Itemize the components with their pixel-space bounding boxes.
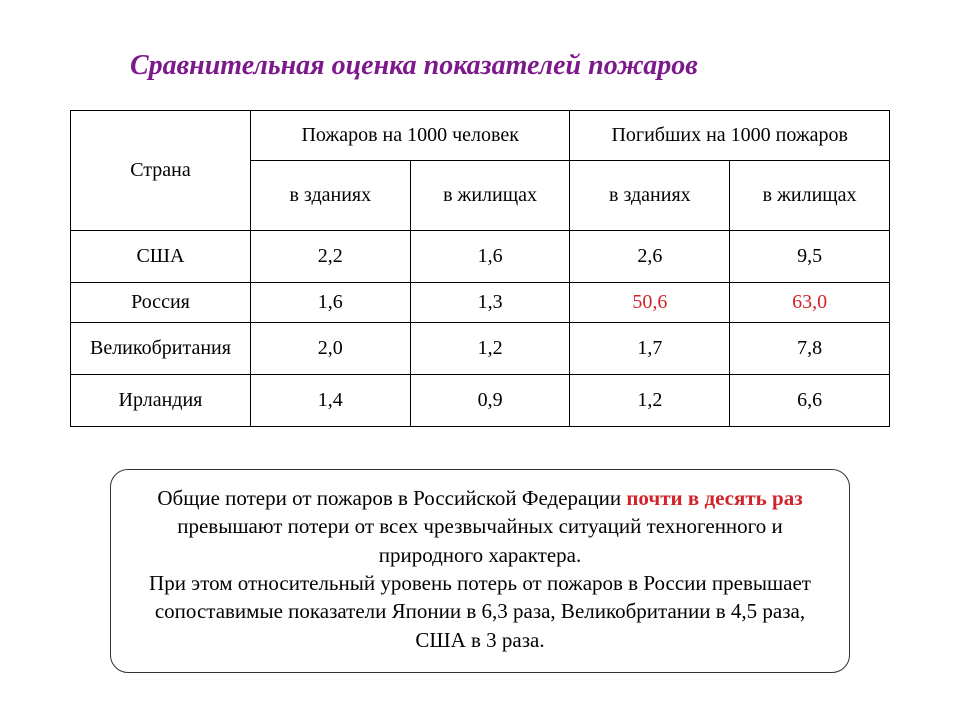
note-text: Общие потери от пожаров в Российской Фед… (157, 486, 626, 510)
note-box: Общие потери от пожаров в Российской Фед… (110, 469, 850, 673)
cell-value: 1,4 (250, 375, 410, 427)
cell-value: 1,7 (570, 323, 730, 375)
slide: Сравнительная оценка показателей пожаров… (0, 0, 960, 720)
col-country: Страна (71, 111, 251, 231)
col-group-fires: Пожаров на 1000 человек (250, 111, 570, 161)
cell-value: 1,3 (410, 283, 570, 323)
cell-value: 9,5 (730, 231, 890, 283)
col-group-deaths: Погибших на 1000 пожаров (570, 111, 890, 161)
slide-title: Сравнительная оценка показателей пожаров (130, 50, 890, 82)
table-row: Ирландия1,40,91,26,6 (71, 375, 890, 427)
table-body: США2,21,62,69,5Россия1,61,350,663,0Велик… (71, 231, 890, 427)
cell-value: 1,6 (250, 283, 410, 323)
cell-country: Ирландия (71, 375, 251, 427)
cell-value: 0,9 (410, 375, 570, 427)
cell-value: 63,0 (730, 283, 890, 323)
col-deaths-dwellings: в жилищах (730, 161, 890, 231)
cell-value: 2,6 (570, 231, 730, 283)
cell-value: 7,8 (730, 323, 890, 375)
cell-value: 1,6 (410, 231, 570, 283)
comparison-table: Страна Пожаров на 1000 человек Погибших … (70, 110, 890, 427)
note-paragraph-1: Общие потери от пожаров в Российской Фед… (135, 484, 825, 569)
cell-country: Великобритания (71, 323, 251, 375)
cell-value: 1,2 (570, 375, 730, 427)
cell-value: 2,2 (250, 231, 410, 283)
table-row: Великобритания2,01,21,77,8 (71, 323, 890, 375)
cell-value: 2,0 (250, 323, 410, 375)
note-paragraph-2: При этом относительный уровень потерь от… (135, 569, 825, 654)
cell-value: 50,6 (570, 283, 730, 323)
cell-country: США (71, 231, 251, 283)
cell-value: 1,2 (410, 323, 570, 375)
cell-country: Россия (71, 283, 251, 323)
table-row: США2,21,62,69,5 (71, 231, 890, 283)
col-deaths-buildings: в зданиях (570, 161, 730, 231)
table-row: Россия1,61,350,663,0 (71, 283, 890, 323)
note-emphasis: почти в десять раз (626, 486, 802, 510)
col-fires-buildings: в зданиях (250, 161, 410, 231)
table-header: Страна Пожаров на 1000 человек Погибших … (71, 111, 890, 231)
note-text: превышают потери от всех чрезвычайных си… (177, 514, 783, 566)
col-fires-dwellings: в жилищах (410, 161, 570, 231)
cell-value: 6,6 (730, 375, 890, 427)
